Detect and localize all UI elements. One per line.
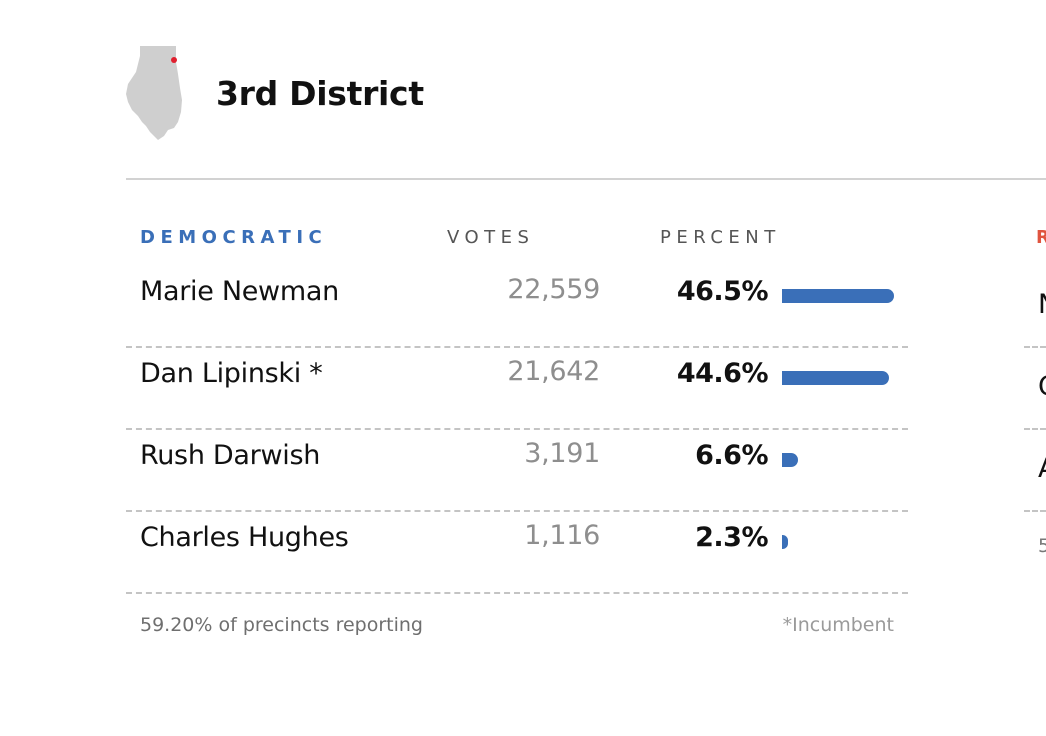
candidate-name: Charles Hughes [140,522,349,553]
party-column-header: DEMOCRATIC [140,227,328,248]
percent-bar [782,371,890,385]
percent-bar-track [782,453,898,467]
candidate-votes: 1,116 [524,520,600,551]
row-separator [126,592,908,594]
candidate-name: Rush Darwish [140,440,321,471]
candidate-percent: 2.3% [695,522,768,553]
district-title: 3rd District [216,74,424,113]
candidate-row: Charles Hughes 1,116 2.3% [126,512,908,594]
incumbent-note: *Incumbent [782,614,894,636]
row-separator [126,428,908,430]
next-party-column-header: R [1036,227,1046,248]
percent-bar [782,535,788,549]
candidate-percent: 6.6% [695,440,768,471]
row-separator [126,510,908,512]
header-divider [126,178,1046,180]
percent-bar-track [782,535,898,549]
percent-bar [782,289,894,303]
next-table-cell: A [1038,453,1046,484]
percent-bar-track [782,289,898,303]
candidate-row: Marie Newman 22,559 46.5% [126,266,908,348]
next-table-cell: C [1038,371,1046,402]
candidate-row: Rush Darwish 3,191 6.6% [126,430,908,512]
next-table-separator [1024,346,1046,348]
candidate-name: Marie Newman [140,276,339,307]
candidate-percent: 46.5% [676,276,769,307]
next-table-cell: N [1038,289,1046,320]
next-table-separator [1024,428,1046,430]
candidate-votes: 22,559 [507,274,600,305]
candidate-percent: 44.6% [676,358,769,389]
candidate-name: Dan Lipinski * [140,358,323,389]
votes-column-header: VOTES [447,227,535,248]
illinois-state-icon [126,46,182,140]
percent-bar [782,453,798,467]
candidate-votes: 3,191 [524,438,600,469]
row-separator [126,346,908,348]
candidate-row: Dan Lipinski * 21,642 44.6% [126,348,908,430]
next-table-separator [1024,510,1046,512]
location-marker-icon [171,57,177,63]
percent-bar-track [782,371,898,385]
district-header: 3rd District [124,44,424,142]
percent-column-header: PERCENT [660,227,781,248]
next-table-cell: 5 [1038,535,1046,557]
candidate-votes: 21,642 [507,356,600,387]
precincts-reporting: 59.20% of precincts reporting [140,614,423,636]
